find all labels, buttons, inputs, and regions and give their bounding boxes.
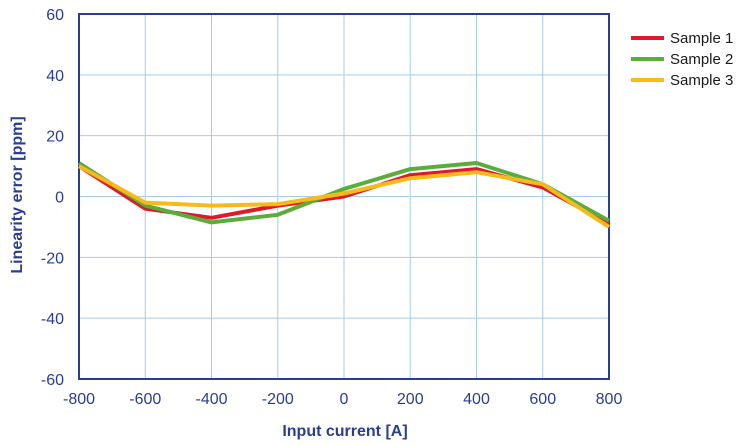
y-axis-ticks: 60 40 20 0 -20 -40 -60 bbox=[41, 7, 64, 389]
x-tick-label: 400 bbox=[463, 391, 490, 408]
y-tick-label: -40 bbox=[41, 311, 64, 328]
x-tick-label: -200 bbox=[262, 391, 294, 408]
x-axis-title: Input current [A] bbox=[282, 423, 407, 440]
legend-label: Sample 1 bbox=[670, 30, 733, 47]
x-tick-label: -600 bbox=[129, 391, 161, 408]
y-tick-label: 0 bbox=[55, 190, 64, 207]
series-line-sample-2 bbox=[77, 161, 610, 225]
x-tick-label: -400 bbox=[195, 391, 227, 408]
x-tick-label: 0 bbox=[340, 391, 349, 408]
plot-frame bbox=[78, 13, 610, 380]
legend: Sample 1 Sample 2 Sample 3 bbox=[631, 30, 733, 89]
y-tick-label: 60 bbox=[46, 7, 64, 24]
x-tick-label: 800 bbox=[596, 391, 623, 408]
legend-label: Sample 2 bbox=[670, 51, 733, 68]
x-tick-label: 600 bbox=[529, 391, 556, 408]
x-axis-ticks: -800 -600 -400 -200 0 200 400 600 800 bbox=[63, 391, 622, 408]
series-line-sample-3 bbox=[78, 164, 611, 229]
x-tick-label: -800 bbox=[63, 391, 95, 408]
y-tick-label: 20 bbox=[46, 129, 64, 146]
series-layer bbox=[77, 161, 611, 229]
x-tick-label: 200 bbox=[397, 391, 424, 408]
y-tick-label: -60 bbox=[41, 372, 64, 389]
y-tick-label: 40 bbox=[46, 68, 64, 85]
y-tick-label: -20 bbox=[41, 250, 64, 267]
legend-label: Sample 3 bbox=[670, 72, 733, 89]
y-axis-title: Linearity error [ppm] bbox=[9, 116, 26, 273]
